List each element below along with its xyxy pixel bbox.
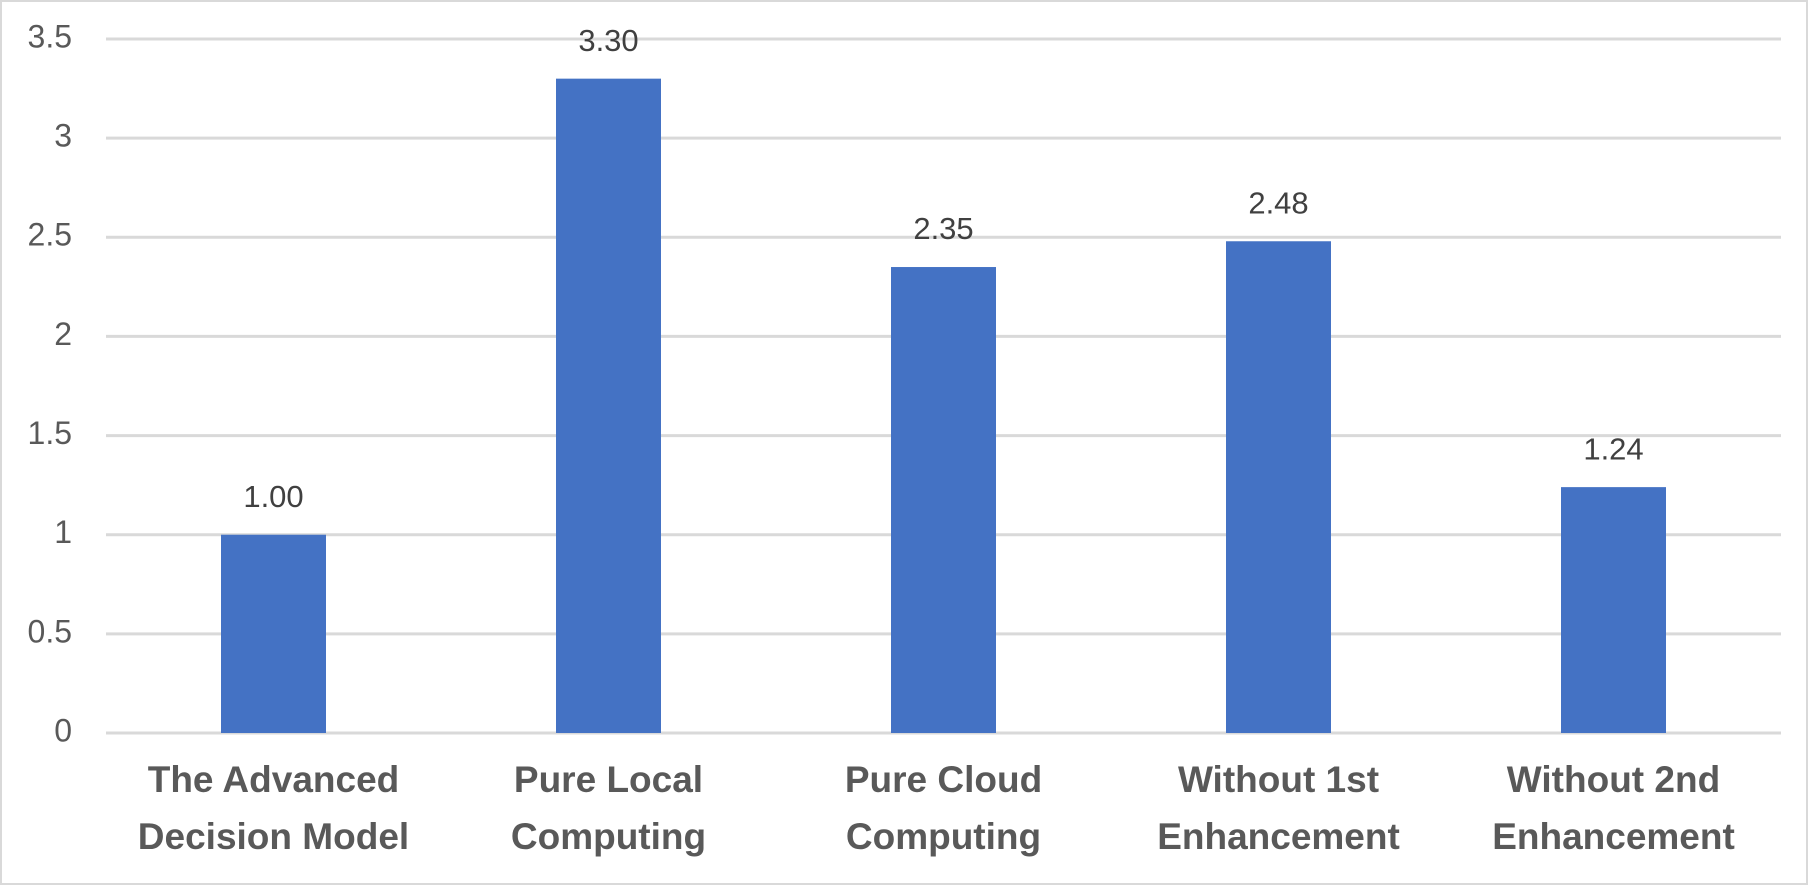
y-tick-label: 0.5 xyxy=(28,613,72,649)
y-tick-label: 3.5 xyxy=(28,18,72,54)
data-label: 1.24 xyxy=(1583,431,1643,466)
x-tick-label: Pure Local Computing xyxy=(510,759,707,857)
bar xyxy=(1226,241,1331,733)
x-tick-label: Without 1st Enhancement xyxy=(1157,759,1400,857)
bar xyxy=(1561,487,1666,733)
y-tick-label: 0 xyxy=(54,712,72,748)
bar xyxy=(221,534,326,733)
data-label: 1.00 xyxy=(243,479,303,514)
y-tick-label: 2 xyxy=(54,316,72,352)
x-tick-label: Without 2nd Enhancement xyxy=(1492,759,1735,857)
y-tick-label: 2.5 xyxy=(28,217,72,253)
x-tick-label: The Advanced Decision Model xyxy=(137,759,410,857)
y-tick-label: 1.5 xyxy=(28,415,72,451)
bar xyxy=(556,78,661,733)
data-label: 2.48 xyxy=(1248,185,1308,220)
y-tick-label: 1 xyxy=(54,514,72,550)
data-label: 2.35 xyxy=(913,211,973,246)
x-tick-label: Pure Cloud Computing xyxy=(844,759,1043,857)
bar xyxy=(891,267,996,733)
y-tick-label: 3 xyxy=(54,118,72,154)
data-label: 3.30 xyxy=(578,23,638,58)
